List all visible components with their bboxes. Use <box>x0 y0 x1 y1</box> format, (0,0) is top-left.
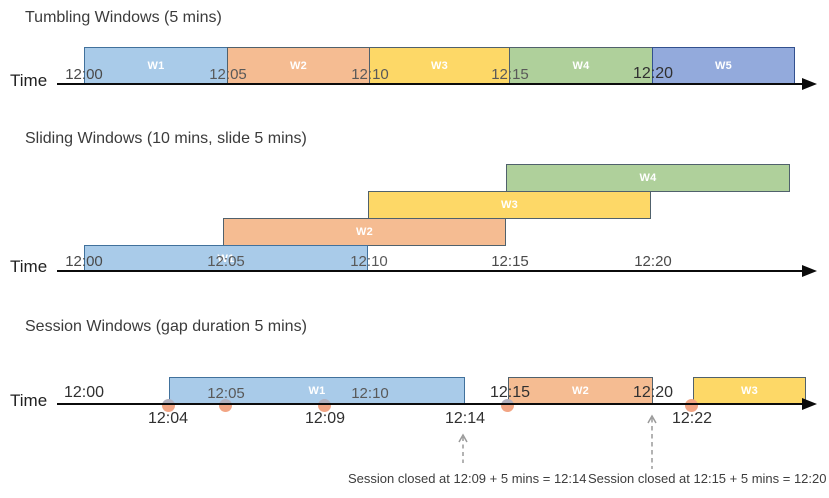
tumbling-time-label: Time <box>10 71 48 90</box>
sliding-window-w2: W2 <box>223 218 506 246</box>
tumbling-window-w1: W1 <box>84 47 228 84</box>
sliding-tick-1205: 12:05 <box>207 253 245 270</box>
sliding-axis-arrowhead-icon <box>802 265 817 277</box>
session-annotation-2: Session closed at 12:15 + 5 mins = 12:20 <box>588 471 827 486</box>
session-tick-1215: 12:15 <box>489 384 531 401</box>
session-event-label-1222: 12:22 <box>671 410 713 427</box>
session-tick-1200: 12:00 <box>63 384 105 401</box>
session-w3-label: W3 <box>740 385 759 397</box>
sliding-tick-1200: 12:00 <box>65 253 103 270</box>
sliding-title: Sliding Windows (10 mins, slide 5 mins) <box>25 130 307 147</box>
tumbling-w2-label: W2 <box>289 59 308 72</box>
tumbling-tick-1220: 12:20 <box>632 65 674 82</box>
sliding-w3-label: W3 <box>500 199 519 211</box>
tumbling-tick-1205: 12:05 <box>209 66 247 83</box>
event-dot-1204 <box>162 399 175 412</box>
sliding-window-w3: W3 <box>368 191 651 219</box>
session-title: Session Windows (gap duration 5 mins) <box>25 318 307 335</box>
sliding-tick-1220: 12:20 <box>634 253 672 270</box>
tumbling-w5-label: W5 <box>714 59 733 72</box>
event-dot-1209 <box>318 399 331 412</box>
session-w1-label: W1 <box>308 385 326 397</box>
callout-arrow-1214-icon <box>458 433 468 463</box>
sliding-tick-1210: 12:10 <box>350 253 388 270</box>
tumbling-time-axis <box>57 83 803 85</box>
event-dot-1222 <box>685 399 698 412</box>
tumbling-w3-label: W3 <box>430 59 449 72</box>
sliding-window-w1: W1 <box>84 245 368 272</box>
tumbling-tick-1210: 12:10 <box>351 66 389 83</box>
tumbling-tick-1200: 12:00 <box>65 66 103 83</box>
sliding-time-label: Time <box>10 257 48 276</box>
session-w2-label: W2 <box>571 385 590 397</box>
sliding-w2-label: W2 <box>355 226 374 238</box>
session-close-label-1214: 12:14 <box>444 410 486 427</box>
sliding-w1-label: W1 <box>217 252 235 265</box>
tumbling-w4-label: W4 <box>572 59 590 72</box>
sliding-window-w4: W4 <box>506 164 790 192</box>
session-window-w1: W1 <box>169 377 465 405</box>
session-window-w2: W2 <box>508 377 653 405</box>
session-event-label-1204: 12:04 <box>147 410 189 427</box>
session-window-w3: W3 <box>693 377 806 405</box>
sliding-tick-1215: 12:15 <box>491 253 529 270</box>
event-dot-1215 <box>501 399 514 412</box>
session-axis-arrowhead-icon <box>802 398 817 410</box>
tumbling-title: Tumbling Windows (5 mins) <box>25 9 222 26</box>
callout-arrow-1220-icon <box>647 414 657 469</box>
sliding-time-axis <box>57 270 803 272</box>
tumbling-tick-1215: 12:15 <box>491 66 529 83</box>
session-time-axis <box>57 403 803 405</box>
sliding-w4-label: W4 <box>639 172 657 184</box>
session-tick-1220: 12:20 <box>632 384 674 401</box>
event-dot-1205 <box>219 399 232 412</box>
tumbling-w1-label: W1 <box>147 59 165 72</box>
tumbling-axis-arrowhead-icon <box>802 78 817 90</box>
session-event-label-1209: 12:09 <box>304 410 346 427</box>
tumbling-window-w3: W3 <box>369 47 510 84</box>
session-time-label: Time <box>10 391 48 410</box>
tumbling-window-w5: W5 <box>652 47 795 84</box>
session-annotation-1: Session closed at 12:09 + 5 mins = 12:14 <box>348 471 587 486</box>
session-tick-1205: 12:05 <box>207 385 245 402</box>
session-tick-1210: 12:10 <box>351 385 389 402</box>
